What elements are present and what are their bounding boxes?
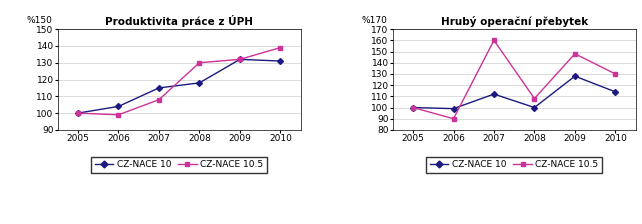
Legend: CZ-NACE 10, CZ-NACE 10.5: CZ-NACE 10, CZ-NACE 10.5: [91, 157, 267, 173]
Title: Hrubý operační přebytek: Hrubý operační přebytek: [440, 16, 588, 27]
Text: %170: %170: [361, 16, 387, 25]
Title: Produktivita práce z ÚPH: Produktivita práce z ÚPH: [105, 15, 253, 27]
Text: %150: %150: [26, 16, 52, 25]
Legend: CZ-NACE 10, CZ-NACE 10.5: CZ-NACE 10, CZ-NACE 10.5: [426, 157, 602, 173]
